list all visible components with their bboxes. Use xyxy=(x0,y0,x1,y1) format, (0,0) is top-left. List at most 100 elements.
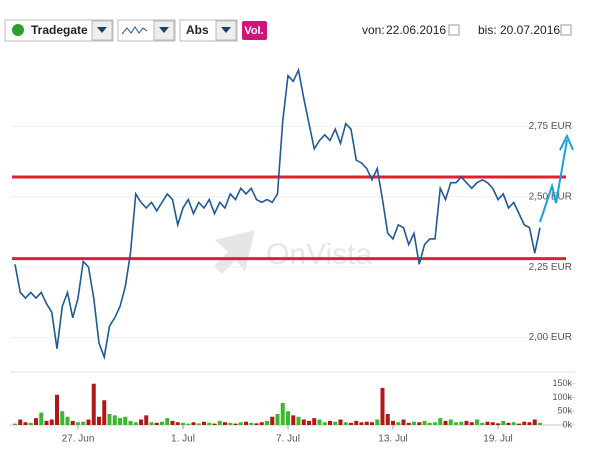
volume-tick-label: 150k xyxy=(552,378,572,388)
volume-bar xyxy=(522,421,527,425)
y-tick-label: 2,75 EUR xyxy=(529,121,572,132)
volume-bar xyxy=(469,422,474,425)
volume-bar xyxy=(396,422,401,425)
volume-bar xyxy=(76,422,80,425)
volume-bar xyxy=(91,383,96,425)
volume-bar xyxy=(496,423,500,425)
volume-bar xyxy=(265,420,269,425)
volume-bar xyxy=(102,400,107,425)
y-tick-label: 2,25 EUR xyxy=(529,262,572,273)
volume-bar xyxy=(301,419,306,425)
volume-bar xyxy=(328,420,332,425)
calendar-icon[interactable] xyxy=(560,24,572,36)
volume-bar xyxy=(97,416,101,425)
volume-bar xyxy=(170,420,175,425)
volume-bar xyxy=(186,423,191,425)
calendar-icon[interactable] xyxy=(448,24,460,36)
volume-bar xyxy=(333,421,338,425)
x-tick-label: 1. Jul xyxy=(171,434,195,445)
price-line xyxy=(14,67,541,361)
volume-bar xyxy=(233,423,238,425)
volume-bar xyxy=(34,418,38,425)
volume-bar xyxy=(139,419,143,425)
volume-bar xyxy=(364,421,369,425)
volume-tick-label: 50k xyxy=(557,406,572,416)
drawn-arrows xyxy=(539,133,574,223)
status-icon xyxy=(12,24,24,36)
watermark-logo xyxy=(214,230,255,274)
volume-bar xyxy=(144,415,149,425)
volume-bar xyxy=(86,419,91,425)
volume-bar xyxy=(286,411,290,425)
volume-bar xyxy=(249,422,254,425)
watermark-text: OnVista xyxy=(266,238,372,271)
to-date[interactable]: 20.07.2016 xyxy=(500,23,560,37)
volume-bar xyxy=(223,422,227,425)
volume-bar xyxy=(307,420,311,425)
volume-bar xyxy=(217,420,222,425)
volume-bar xyxy=(380,387,385,425)
to-label: bis: xyxy=(478,23,497,37)
volume-bar xyxy=(532,419,537,425)
y-tick-label: 2,50 EUR xyxy=(529,191,572,202)
volume-bar xyxy=(459,421,464,425)
volume-bar xyxy=(422,420,427,425)
volume-bar xyxy=(501,420,506,425)
toolbar: Tradegate Abs Vol. von: 22.06.2016 bis: … xyxy=(4,19,572,42)
volume-bar xyxy=(228,422,233,425)
volume-bar xyxy=(118,418,122,425)
volume-bar xyxy=(317,419,322,425)
x-tick-label: 7. Jul xyxy=(276,434,300,445)
volume-bar xyxy=(44,420,49,425)
volume-bar xyxy=(464,420,469,425)
x-tick-label: 13. Jul xyxy=(378,434,407,445)
volume-tick-label: 0k xyxy=(562,419,572,429)
volume-button[interactable] xyxy=(242,21,267,40)
volume-bar xyxy=(181,422,185,425)
volume-bar xyxy=(343,422,348,425)
from-label: von: xyxy=(362,23,385,37)
exchange-select[interactable] xyxy=(4,19,114,42)
from-date[interactable]: 22.06.2016 xyxy=(386,23,446,37)
volume-bar xyxy=(107,414,112,425)
exchange-label: Tradegate xyxy=(31,23,88,37)
volume-bar xyxy=(70,420,75,425)
volume-bar xyxy=(448,419,453,425)
line-icon xyxy=(121,26,148,35)
volume-bar xyxy=(517,423,521,425)
volume-bar xyxy=(312,418,317,425)
volume-bar xyxy=(112,415,117,425)
volume-bar xyxy=(349,422,353,425)
volume-bar xyxy=(406,422,411,425)
volume-bar xyxy=(55,394,59,425)
volume-bar xyxy=(160,421,164,425)
volume-bar xyxy=(296,416,301,425)
volume-bar xyxy=(538,422,542,425)
volume-bar xyxy=(280,403,285,425)
volume-bar xyxy=(154,422,159,425)
volume-bar xyxy=(443,420,448,425)
plot: 2,00 EUR 2,25 EUR 2,50 EUR 2,75 EUR 0k 50k 100… xyxy=(10,67,575,445)
volume-tick-label: 100k xyxy=(552,392,572,402)
volume-bar xyxy=(485,421,490,425)
volume-bar xyxy=(275,414,280,425)
volume-bar xyxy=(123,416,128,425)
volume-bar xyxy=(417,422,422,425)
volume-bar xyxy=(401,419,406,425)
volume-bar xyxy=(385,414,390,425)
volume-button-label: Vol. xyxy=(244,25,263,37)
volume-bar xyxy=(81,421,86,425)
volume-bar xyxy=(133,422,138,425)
volume-bar xyxy=(270,416,275,425)
volume-bar xyxy=(475,419,479,425)
arrow-line xyxy=(539,139,568,223)
volume-bar xyxy=(60,411,65,425)
volume-bar xyxy=(149,422,154,425)
volume-bar xyxy=(480,422,485,425)
volume-bar xyxy=(202,421,206,425)
dropdown-arrow xyxy=(97,27,107,33)
x-tick-label: 19. Jul xyxy=(483,434,512,445)
volume-bar xyxy=(13,423,17,425)
volume-bar xyxy=(18,419,23,425)
